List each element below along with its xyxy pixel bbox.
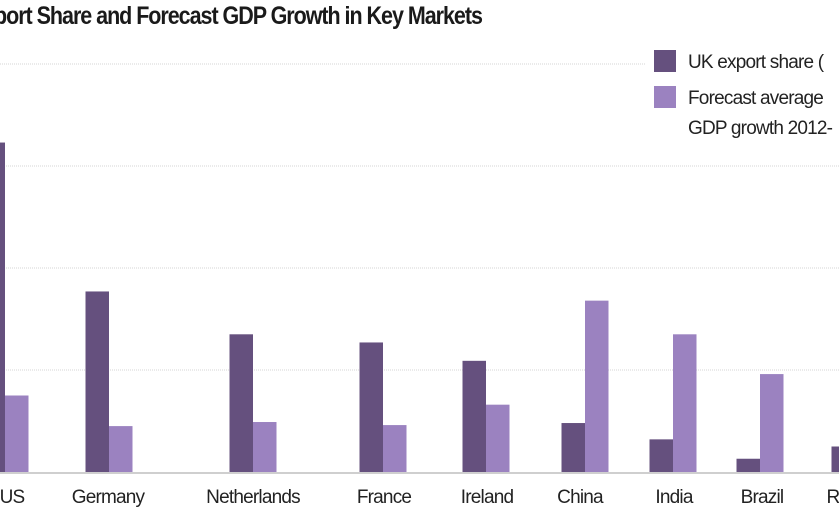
legend-swatch-export-share: [654, 50, 676, 72]
x-tick-label: US: [0, 487, 25, 508]
bar-export-share-india: [649, 439, 673, 472]
x-tick-label: Germany: [72, 487, 146, 508]
x-tick-label: India: [655, 487, 693, 508]
bar-export-share-germany: [85, 291, 109, 472]
bar-export-share-france: [359, 342, 383, 472]
bar-gdp-growth-netherlands: [253, 422, 277, 472]
x-tick-label: Brazil: [741, 487, 784, 508]
bar-export-share-netherlands: [229, 334, 253, 472]
x-tick-label: Netherlands: [206, 487, 300, 508]
bar-gdp-growth-france: [383, 425, 407, 472]
bar-export-share-brazil: [736, 458, 760, 472]
bar-gdp-growth-ireland: [486, 404, 510, 472]
bar-gdp-growth-india: [673, 334, 697, 472]
bar-gdp-growth-us: [5, 395, 29, 472]
legend-label: GDP growth 2012-: [688, 118, 833, 139]
x-tick-label: France: [357, 487, 412, 508]
bar-gdp-growth-brazil: [760, 374, 784, 472]
bar-export-share-ireland: [462, 360, 486, 472]
bar-export-share-us: [0, 142, 5, 473]
legend-label: UK export share (: [688, 52, 825, 73]
bar-gdp-growth-china: [585, 300, 609, 472]
chart-title: port Share and Forecast GDP Growth in Ke…: [0, 2, 483, 30]
x-tick-label: Ireland: [461, 487, 514, 508]
bar-export-share-r: [831, 446, 839, 472]
legend-label: Forecast average: [688, 88, 823, 109]
legend-swatch-gdp-growth: [654, 86, 676, 108]
bar-export-share-china: [561, 423, 585, 472]
x-tick-label: China: [557, 487, 604, 508]
bar-gdp-growth-germany: [109, 426, 133, 472]
x-tick-label: R: [827, 487, 839, 508]
